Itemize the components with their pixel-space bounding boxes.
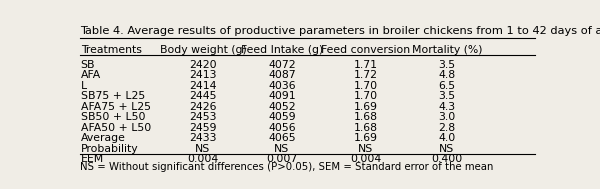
Text: 2413: 2413 [189,70,217,80]
Text: NS: NS [439,144,455,154]
Text: 0.400: 0.400 [431,154,463,164]
Text: NS: NS [195,144,211,154]
Text: 4.3: 4.3 [439,102,455,112]
Text: 0.007: 0.007 [266,154,298,164]
Text: 1.70: 1.70 [353,81,377,91]
Text: SB75 + L25: SB75 + L25 [80,91,145,101]
Text: 4059: 4059 [268,112,296,122]
Text: NS: NS [274,144,290,154]
Text: L: L [80,81,87,91]
Text: 4.8: 4.8 [439,70,455,80]
Text: 4065: 4065 [268,133,296,143]
Text: 4056: 4056 [268,123,296,133]
Text: 2453: 2453 [189,112,217,122]
Text: AFA: AFA [80,70,101,80]
Text: 2459: 2459 [189,123,217,133]
Text: Table 4. Average results of productive parameters in broiler chickens from 1 to : Table 4. Average results of productive p… [80,26,600,36]
Text: AFA75 + L25: AFA75 + L25 [80,102,151,112]
Text: 6.5: 6.5 [439,81,455,91]
Text: 1.69: 1.69 [353,102,377,112]
Text: Feed Intake (g): Feed Intake (g) [241,45,323,55]
Text: Probability: Probability [80,144,138,154]
Text: 2445: 2445 [189,91,217,101]
Text: 0.004: 0.004 [350,154,381,164]
Text: Body weight (g): Body weight (g) [160,45,246,55]
Text: SB50 + L50: SB50 + L50 [80,112,145,122]
Text: 3.5: 3.5 [439,91,455,101]
Text: Average: Average [80,133,125,143]
Text: 3.0: 3.0 [439,112,455,122]
Text: 1.70: 1.70 [353,91,377,101]
Text: 1.68: 1.68 [353,112,377,122]
Text: 4072: 4072 [268,60,296,70]
Text: Mortality (%): Mortality (%) [412,45,482,55]
Text: 4.0: 4.0 [439,133,455,143]
Text: 0.004: 0.004 [187,154,218,164]
Text: 4087: 4087 [268,70,296,80]
Text: 2420: 2420 [189,60,217,70]
Text: 1.69: 1.69 [353,133,377,143]
Text: 2.8: 2.8 [439,123,455,133]
Text: 1.71: 1.71 [353,60,377,70]
Text: SB: SB [80,60,95,70]
Text: AFA50 + L50: AFA50 + L50 [80,123,151,133]
Text: 4052: 4052 [268,102,296,112]
Text: NS: NS [358,144,373,154]
Text: 4091: 4091 [268,91,296,101]
Text: 2433: 2433 [189,133,217,143]
Text: 2426: 2426 [189,102,217,112]
Text: 4036: 4036 [268,81,296,91]
Text: 1.68: 1.68 [353,123,377,133]
Text: 1.72: 1.72 [353,70,377,80]
Text: 2414: 2414 [189,81,217,91]
Text: NS = Without significant differences (P>0.05), SEM = Standard error of the mean: NS = Without significant differences (P>… [80,162,493,172]
Text: EEM: EEM [80,154,104,164]
Text: Treatments: Treatments [80,45,142,55]
Text: Feed conversion: Feed conversion [321,45,410,55]
Text: 3.5: 3.5 [439,60,455,70]
